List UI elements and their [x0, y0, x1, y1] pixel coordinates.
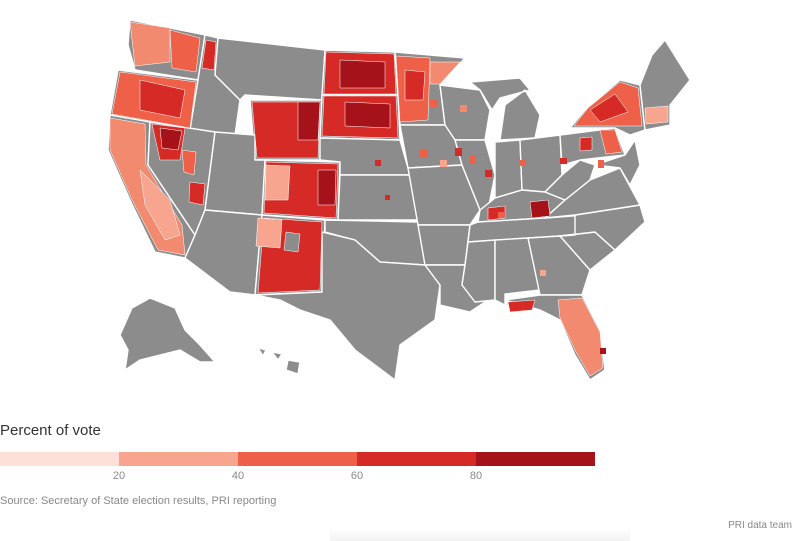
county-region-wyoming-east	[297, 101, 321, 141]
legend-tick-40: 40	[231, 470, 245, 482]
county-region-new-york-core	[589, 93, 629, 123]
county-region-idaho-north	[201, 39, 217, 71]
county-region-minnesota-north	[429, 61, 461, 85]
county-region-florida-panhandle	[507, 299, 536, 313]
legend-tick-60: 60	[350, 470, 364, 482]
county-spot	[470, 155, 476, 164]
credit-note: PRI data team	[728, 520, 792, 531]
legend-bin-40-60	[238, 452, 357, 466]
us-county-choropleth-map	[107, 19, 691, 381]
county-region-massachusetts	[644, 105, 669, 125]
county-spot	[498, 212, 504, 218]
state-mid-atlantic	[594, 139, 641, 186]
state-montana	[214, 37, 326, 101]
county-spot	[420, 150, 428, 158]
county-spot	[375, 160, 381, 166]
county-region-washington-2	[169, 29, 201, 73]
state-georgia	[527, 235, 591, 296]
legend-tick-20: 20	[112, 470, 126, 482]
county-region-pennsylvania-east	[599, 129, 623, 155]
legend-bin-80-100	[476, 452, 595, 466]
county-spot	[560, 158, 567, 164]
state-alaska	[119, 297, 216, 371]
state-north-carolina	[559, 204, 646, 251]
legend-color-bar	[0, 452, 595, 466]
county-region-oregon-inner	[139, 79, 186, 119]
state-kansas	[337, 174, 419, 221]
county-region-nevada-mid	[181, 149, 197, 176]
legend-bin-60-80	[357, 452, 476, 466]
legend-bin-20-40	[119, 452, 238, 466]
county-region-washington	[129, 21, 171, 67]
legend-tick-80: 80	[469, 470, 483, 482]
county-spot	[460, 105, 467, 112]
state-hawaii	[257, 347, 301, 375]
county-spot	[598, 160, 604, 168]
county-region-colorado-east	[317, 169, 337, 206]
county-region-nd-core	[339, 59, 386, 89]
county-spot	[520, 160, 526, 166]
state-indiana	[494, 139, 523, 199]
county-region-central-valley	[139, 169, 181, 241]
county-region-florida	[557, 297, 604, 377]
county-spot	[540, 270, 546, 276]
county-spot	[385, 195, 390, 200]
county-region-pennsylvania-central	[579, 136, 593, 152]
county-spot	[455, 148, 462, 156]
bottom-shadow	[330, 528, 630, 541]
state-michigan	[469, 77, 541, 141]
source-note: Source: Secretary of State election resu…	[0, 495, 277, 507]
county-spot	[485, 170, 492, 177]
county-spot	[600, 348, 606, 354]
county-region-new-mexico-west	[255, 217, 283, 249]
county-spot	[440, 160, 447, 167]
county-spots	[375, 100, 606, 354]
counties-layer	[109, 21, 669, 377]
state-texas	[254, 231, 441, 381]
county-region-minnesota-mid	[404, 69, 426, 101]
state-arkansas	[417, 224, 471, 266]
county-region-new-mexico-gray	[283, 231, 301, 253]
county-region-kentucky	[529, 199, 551, 219]
state-missouri	[407, 164, 481, 226]
legend-title: Percent of vote	[0, 422, 101, 439]
county-region-nevada-nw	[159, 127, 183, 151]
county-spot	[430, 100, 438, 107]
legend-bin-0-20	[0, 452, 119, 466]
county-region-nevada-east	[188, 181, 206, 206]
county-region-colorado-west	[264, 164, 291, 201]
county-region-sd-core	[344, 101, 391, 129]
